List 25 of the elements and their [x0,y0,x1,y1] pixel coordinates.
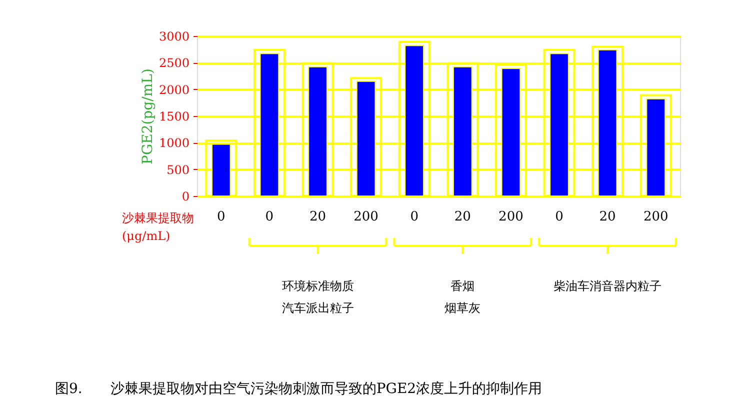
x-tick-label: 200 [354,210,378,224]
x-tick-label: 20 [454,210,471,224]
x-tick-label: 0 [265,210,274,224]
y-axis-title: PGE2(pg/mL) [140,68,156,164]
y-tick-label: 1500 [158,110,190,124]
y-tick-label: 0 [182,190,190,204]
text: 烟草灰 [444,301,481,315]
x-tick-label: 20 [599,210,616,224]
text: 柴油车消音器内粒子 [554,279,662,293]
y-tick-label: 2000 [158,82,190,97]
x-tick-label: 200 [643,210,668,224]
x-tick-label: 0 [410,210,418,224]
y-tick-label: 3000 [158,30,190,44]
y-tick-label: 2500 [158,56,190,70]
y-tick-label: 500 [166,162,190,177]
text: 环境标准物质 [282,279,354,293]
x-tick-label: 20 [309,210,326,224]
x-tick-label: 0 [555,210,564,224]
text: 图9. 沙棘果提取物对由空气污染物刺激而导致的PGE2浓度上升的抑制作用 [55,381,542,397]
text: 汽车派出粒子 [282,301,354,315]
y-tick-label: 1000 [158,136,190,150]
text: 香烟 [450,279,475,293]
x-tick-label: 0 [217,210,226,224]
x-tick-label: 200 [498,210,524,224]
x-axis-title: 沙棘果提取物(μg/mL) [122,211,194,243]
